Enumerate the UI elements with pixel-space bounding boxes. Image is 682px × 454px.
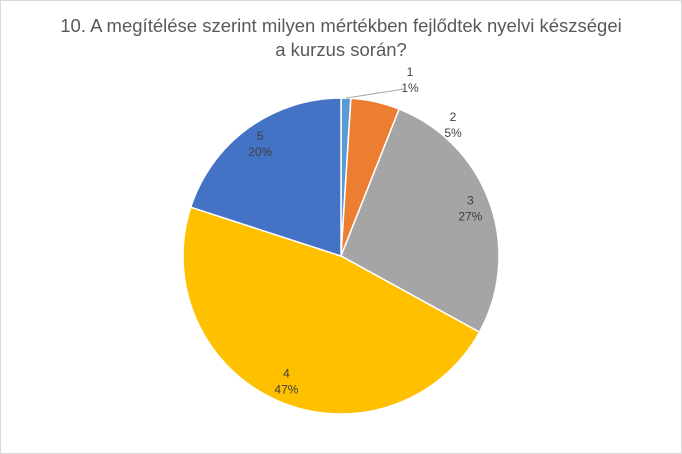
pie-slice — [189, 97, 342, 258]
data-label-value: 5% — [444, 126, 462, 140]
data-label-value: 27% — [458, 210, 482, 224]
data-label-category: 1 — [407, 65, 414, 79]
data-label-value: 1% — [401, 81, 419, 95]
data-label-category: 2 — [450, 110, 457, 124]
leader-line — [345, 88, 405, 99]
data-label-category: 5 — [257, 129, 264, 143]
pie-slice — [182, 206, 481, 415]
data-label-value: 47% — [274, 382, 298, 396]
pie-slice — [340, 108, 500, 334]
data-label-category: 3 — [467, 194, 474, 208]
chart-title: 10. A megítélése szerint milyen mértékbe… — [60, 15, 622, 60]
data-label-value: 20% — [248, 145, 272, 159]
data-label-category: 4 — [283, 366, 290, 380]
